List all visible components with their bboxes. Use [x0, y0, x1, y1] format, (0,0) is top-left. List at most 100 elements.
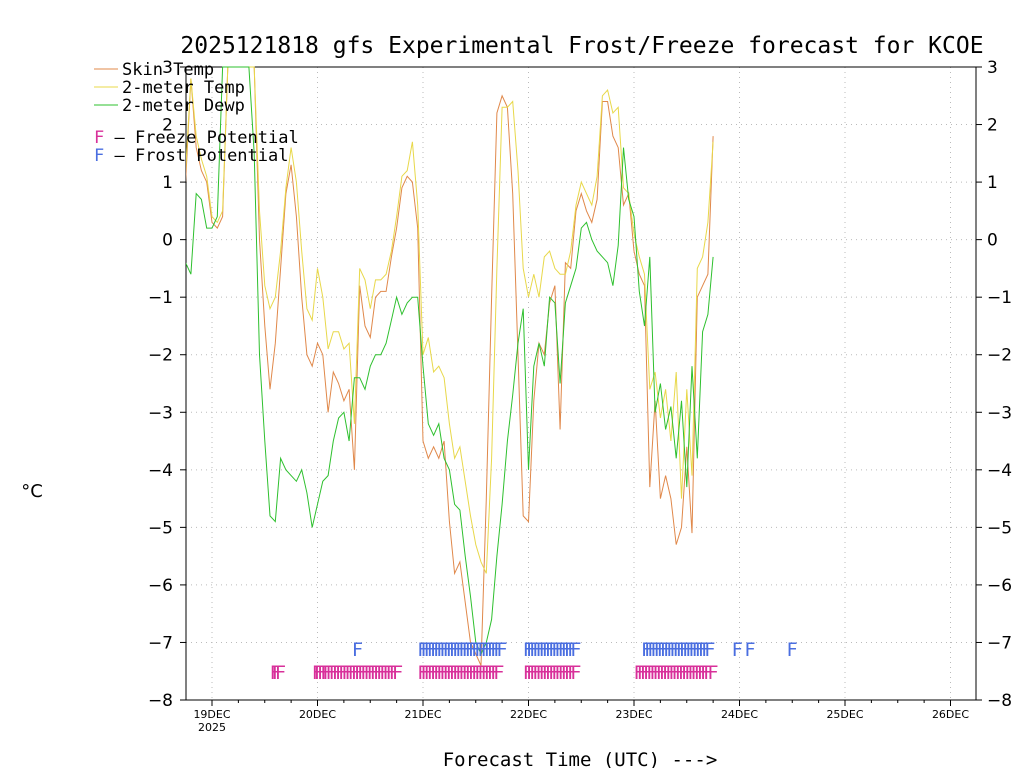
freeze-potential-marker: F	[539, 662, 550, 684]
freeze-potential-marker: F	[672, 662, 683, 684]
freeze-potential-marker: F	[449, 662, 460, 684]
frost-potential-marker: F	[571, 639, 582, 661]
freeze-potential-marker: F	[335, 662, 346, 684]
freeze-potential-marker: F	[345, 662, 356, 684]
frost-potential-marker: F	[660, 639, 671, 661]
freeze-potential-marker: F	[452, 662, 463, 684]
frost-potential-marker: F	[692, 639, 703, 661]
freeze-potential-marker: F	[653, 662, 664, 684]
y-tick-label-right: 0	[987, 231, 998, 251]
x-tick-label: 19DEC	[193, 708, 230, 721]
freeze-potential-marker: F	[357, 662, 368, 684]
frost-potential-marker: F	[695, 639, 706, 661]
frost-potential-marker: F	[526, 639, 537, 661]
freeze-potential-marker: F	[433, 662, 444, 684]
y-tick-label: 2	[162, 116, 173, 136]
freeze-potential-marker: F	[643, 662, 654, 684]
freeze-potential-marker: F	[364, 662, 375, 684]
x-tick-label: 23DEC	[615, 708, 652, 721]
frost-potential-marker: F	[682, 639, 693, 661]
frost-potential-marker: F	[475, 639, 486, 661]
freeze-potential-marker: F	[665, 662, 676, 684]
y-tick-label: −8	[148, 691, 173, 711]
freeze-potential-marker: F	[389, 662, 400, 684]
freeze-potential-marker: F	[487, 662, 498, 684]
freeze-potential-marker: F	[323, 662, 334, 684]
freeze-potential-marker: F	[703, 662, 714, 684]
freeze-potential-marker: F	[542, 662, 553, 684]
grid-lines	[186, 67, 976, 700]
frost-potential-marker: F	[673, 639, 684, 661]
frost-potential-marker: F	[567, 639, 578, 661]
frost-potential-marker: F	[787, 639, 798, 661]
series-line-skin-temp	[186, 66, 714, 666]
frost-potential-marker: F	[686, 639, 697, 661]
y-tick-label-right: −2	[987, 346, 1012, 366]
freeze-potential-marker: F	[536, 662, 547, 684]
frost-potential-marker: F	[679, 639, 690, 661]
freeze-potential-marker: F	[656, 662, 667, 684]
freeze-potential-marker: F	[561, 662, 572, 684]
freeze-potential-marker: F	[484, 662, 495, 684]
freeze-potential-marker: F	[427, 662, 438, 684]
freeze-potential-marker: F	[688, 662, 699, 684]
frost-potential-marker: F	[704, 639, 715, 661]
frost-potential-marker: F	[427, 639, 438, 661]
freeze-potential-marker: F	[571, 662, 582, 684]
y-tick-label-right: −6	[987, 576, 1012, 596]
frost-potential-marker: F	[676, 639, 687, 661]
freeze-potential-marker: F	[526, 662, 537, 684]
frost-potential-marker: F	[484, 639, 495, 661]
y-tick-label-right: −1	[987, 288, 1012, 308]
freeze-potential-marker: F	[320, 662, 331, 684]
frost-potential-marker: F	[648, 639, 659, 661]
freeze-potential-marker: F	[424, 662, 435, 684]
frost-potential-marker: F	[701, 639, 712, 661]
frost-potential-marker: F	[558, 639, 569, 661]
freeze-potential-marker: F	[545, 662, 556, 684]
frost-potential-marker: F	[493, 639, 504, 661]
frost-potential-marker: F	[456, 639, 467, 661]
legend-marker-glyph: F	[94, 146, 104, 166]
freeze-potential-marker: F	[529, 662, 540, 684]
freeze-potential-marker: F	[471, 662, 482, 684]
frost-potential-marker: F	[536, 639, 547, 661]
y-tick-label-right: −3	[987, 403, 1012, 423]
legend-marker-label: F – Frost Potential	[94, 146, 288, 166]
freeze-potential-marker: F	[640, 662, 651, 684]
y-tick-label-right: 2	[987, 116, 998, 136]
freeze-potential-marker: F	[430, 662, 441, 684]
frost-potential-marker: F	[446, 639, 457, 661]
frost-potential-marker: F	[689, 639, 700, 661]
y-tick-label-right: 3	[987, 58, 998, 78]
freeze-potential-marker: F	[314, 662, 325, 684]
legend-marker-text: – Freeze Potential	[104, 128, 298, 148]
frost-potential-marker: F	[352, 639, 363, 661]
y-tick-label-right: −5	[987, 518, 1012, 538]
frost-potential-marker: F	[657, 639, 668, 661]
frost-potential-marker: F	[430, 639, 441, 661]
series-lines	[186, 66, 714, 666]
frost-potential-marker: F	[732, 639, 743, 661]
frost-potential-marker: F	[545, 639, 556, 661]
freeze-potential-marker: F	[354, 662, 365, 684]
frost-potential-marker: F	[533, 639, 544, 661]
frost-potential-marker: F	[443, 639, 454, 661]
frost-potential-marker: F	[641, 639, 652, 661]
frost-potential-marker: F	[644, 639, 655, 661]
freeze-potential-marker: F	[659, 662, 670, 684]
freeze-potential-marker: F	[332, 662, 343, 684]
frost-potential-marker: F	[471, 639, 482, 661]
freeze-potential-marker: F	[678, 662, 689, 684]
y-tick-label-right: −7	[987, 633, 1012, 653]
freeze-potential-marker: F	[272, 662, 283, 684]
freeze-potential-marker: F	[490, 662, 501, 684]
freeze-potential-marker: F	[669, 662, 680, 684]
freeze-potential-marker: F	[650, 662, 661, 684]
frost-potential-marker: F	[670, 639, 681, 661]
y-tick-label: −1	[148, 288, 173, 308]
frost-potential-marker: F	[539, 639, 550, 661]
y-tick-label: −4	[148, 461, 173, 481]
frost-potential-marker: F	[468, 639, 479, 661]
